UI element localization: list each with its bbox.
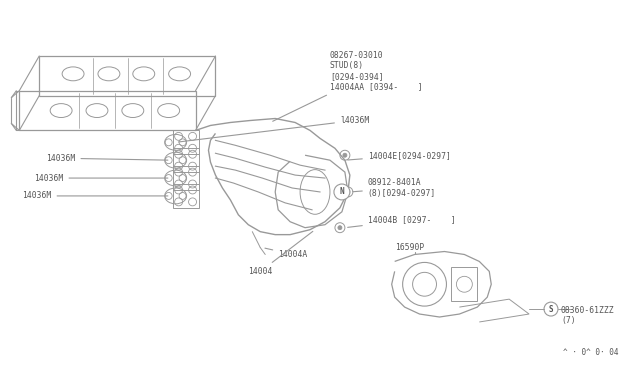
Text: 08912-8401A
(8)[0294-0297]: 08912-8401A (8)[0294-0297] (353, 178, 436, 198)
Circle shape (338, 226, 342, 230)
Text: 14036M: 14036M (35, 174, 168, 183)
Text: 14004A: 14004A (265, 248, 307, 259)
Text: 14004: 14004 (248, 231, 313, 276)
Text: 14004B [0297-    ]: 14004B [0297- ] (348, 215, 456, 227)
Text: ^ · 0^ 0· 04: ^ · 0^ 0· 04 (563, 348, 619, 357)
Text: 08360-61ZZZ
(7): 08360-61ZZZ (7) (561, 306, 614, 326)
Circle shape (544, 302, 558, 316)
Text: S: S (548, 305, 554, 314)
Circle shape (346, 190, 350, 194)
Text: l4036M: l4036M (179, 116, 369, 142)
Text: 14004E[0294-0297]: 14004E[0294-0297] (348, 151, 451, 160)
Text: 14036M: 14036M (46, 154, 168, 163)
Text: 16590P: 16590P (395, 243, 424, 252)
Text: N: N (340, 187, 344, 196)
Text: 08267-03010
STUD(8)
[0294-0394]
14004AA [0394-    ]: 08267-03010 STUD(8) [0294-0394] 14004AA … (273, 51, 422, 121)
Text: 14036M: 14036M (22, 192, 168, 201)
Circle shape (343, 153, 347, 157)
Circle shape (334, 184, 350, 200)
